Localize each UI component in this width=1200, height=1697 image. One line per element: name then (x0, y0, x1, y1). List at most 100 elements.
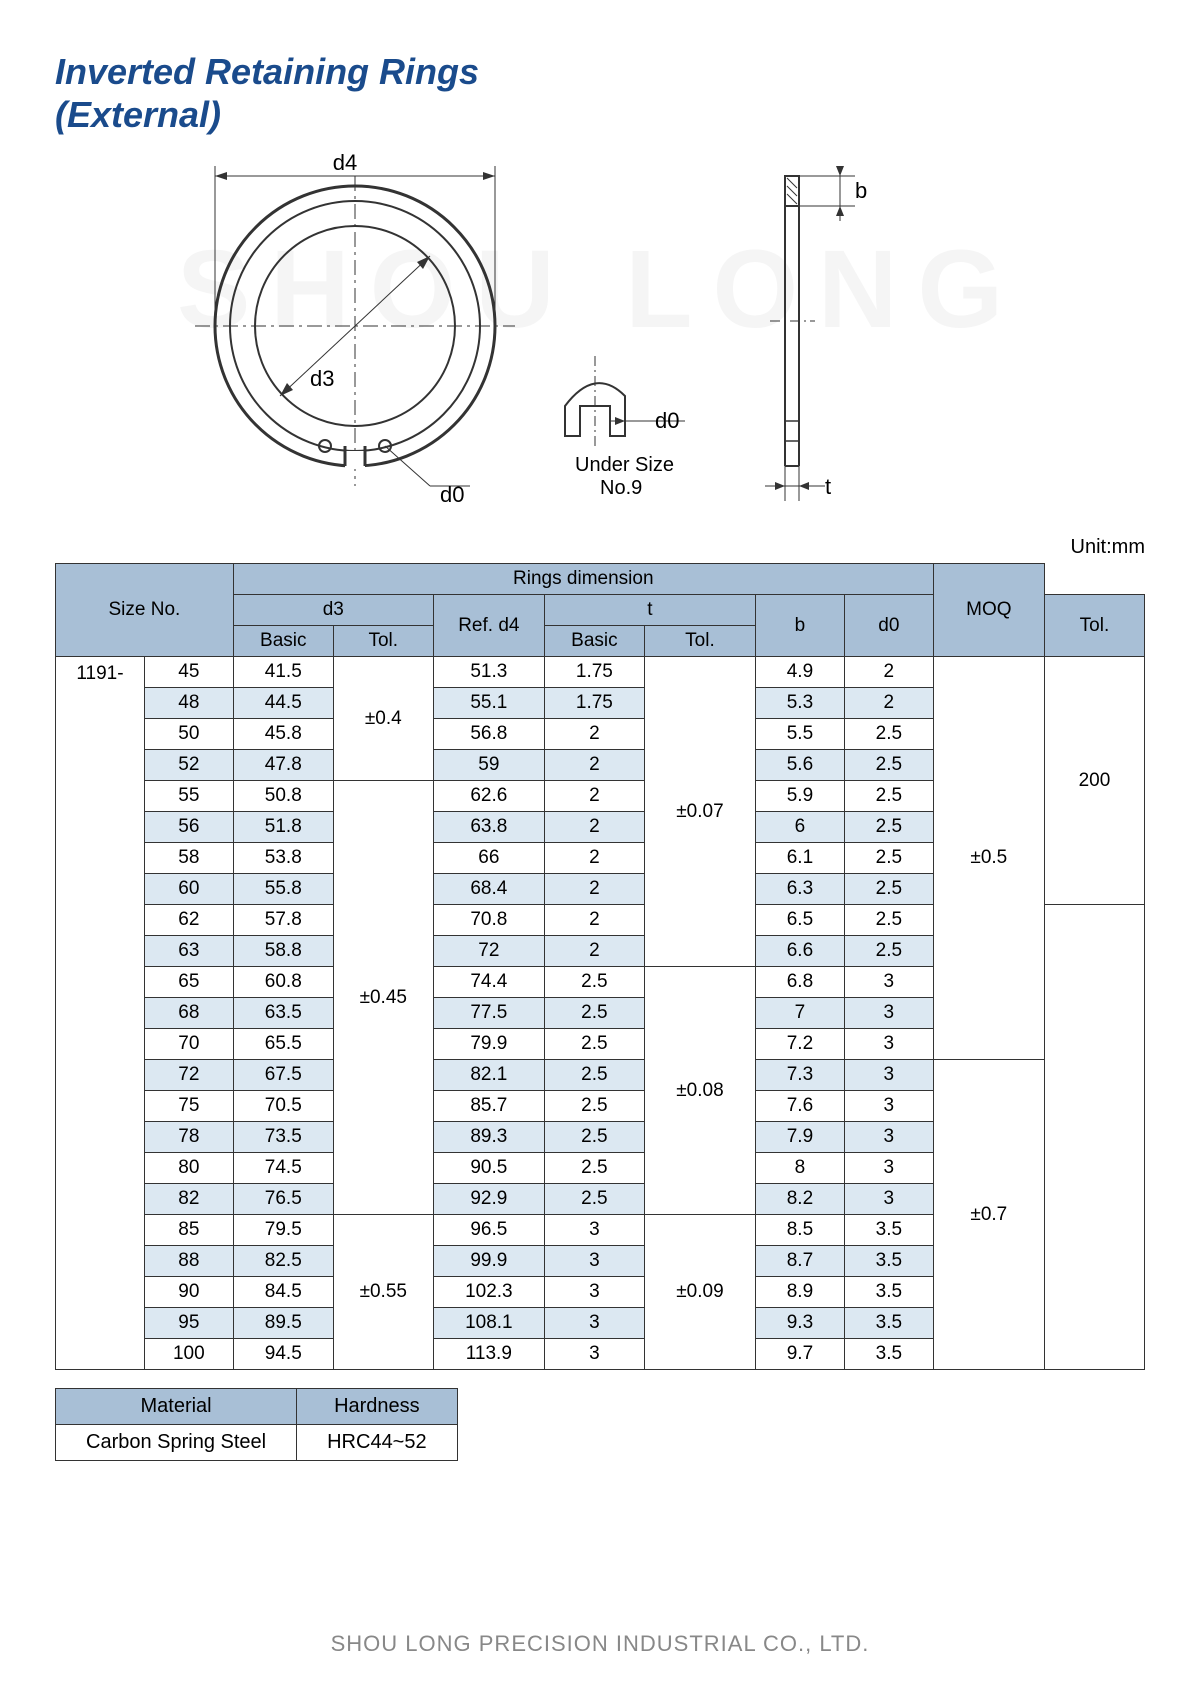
d0-cell: 3 (844, 1122, 933, 1153)
td-material: Carbon Spring Steel (56, 1425, 297, 1461)
t-cell: 2 (544, 750, 644, 781)
d3-cell: 44.5 (233, 688, 333, 719)
d3-tol-cell: ±0.45 (333, 781, 433, 1215)
d0-cell: 3.5 (844, 1277, 933, 1308)
series-cell: 1191- (56, 657, 145, 1370)
d4-cell: 68.4 (433, 874, 544, 905)
d0-cell: 3 (844, 1091, 933, 1122)
d3-cell: 79.5 (233, 1215, 333, 1246)
diagram-area: SHOU LONG d4 (55, 146, 1145, 526)
b-cell: 5.6 (756, 750, 845, 781)
size-cell: 48 (144, 688, 233, 719)
d4-cell: 74.4 (433, 967, 544, 998)
d0-cell: 3.5 (844, 1339, 933, 1370)
t-cell: 2.5 (544, 1122, 644, 1153)
size-cell: 50 (144, 719, 233, 750)
t-cell: 3 (544, 1277, 644, 1308)
size-cell: 70 (144, 1029, 233, 1060)
b-cell: 5.5 (756, 719, 845, 750)
t-cell: 3 (544, 1215, 644, 1246)
b-cell: 7.9 (756, 1122, 845, 1153)
b-cell: 9.3 (756, 1308, 845, 1339)
size-cell: 58 (144, 843, 233, 874)
d0-cell: 3 (844, 998, 933, 1029)
d3-cell: 41.5 (233, 657, 333, 688)
d0-cell: 2 (844, 657, 933, 688)
technical-diagram: d4 d3 (185, 146, 935, 506)
d3-cell: 57.8 (233, 905, 333, 936)
t-cell: 2.5 (544, 1153, 644, 1184)
table-row: 1191-4541.5±0.451.31.75±0.074.92±0.5200 (56, 657, 1145, 688)
size-cell: 72 (144, 1060, 233, 1091)
t-cell: 2.5 (544, 998, 644, 1029)
t-cell: 2.5 (544, 1029, 644, 1060)
th-d0: d0 (844, 595, 933, 657)
under-size-no: No.9 (600, 477, 642, 499)
d4-cell: 51.3 (433, 657, 544, 688)
b-cell: 6.6 (756, 936, 845, 967)
d4-cell: 70.8 (433, 905, 544, 936)
size-cell: 75 (144, 1091, 233, 1122)
unit-label: Unit:mm (55, 536, 1145, 559)
d4-cell: 99.9 (433, 1246, 544, 1277)
t-cell: 2 (544, 781, 644, 812)
t-cell: 2.5 (544, 1184, 644, 1215)
d4-cell: 96.5 (433, 1215, 544, 1246)
d3-cell: 51.8 (233, 812, 333, 843)
b-cell: 6.3 (756, 874, 845, 905)
d0-cell: 3 (844, 967, 933, 998)
size-cell: 68 (144, 998, 233, 1029)
size-cell: 45 (144, 657, 233, 688)
page-title: Inverted Retaining Rings (External) (55, 50, 1145, 136)
size-cell: 56 (144, 812, 233, 843)
d3-cell: 84.5 (233, 1277, 333, 1308)
th-material: Material (56, 1389, 297, 1425)
d3-cell: 94.5 (233, 1339, 333, 1370)
size-cell: 82 (144, 1184, 233, 1215)
d4-cell: 56.8 (433, 719, 544, 750)
d3-cell: 58.8 (233, 936, 333, 967)
d0-cell: 2.5 (844, 750, 933, 781)
size-cell: 85 (144, 1215, 233, 1246)
moq-cell (1044, 905, 1144, 1370)
b-label: b (855, 178, 867, 203)
th-d3-basic: Basic (233, 626, 333, 657)
size-cell: 100 (144, 1339, 233, 1370)
b-cell: 5.9 (756, 781, 845, 812)
d3-cell: 50.8 (233, 781, 333, 812)
under-size-label: Under Size (575, 454, 674, 476)
b-cell: 7 (756, 998, 845, 1029)
d4-cell: 79.9 (433, 1029, 544, 1060)
b-cell: 6.1 (756, 843, 845, 874)
b-cell: 5.3 (756, 688, 845, 719)
d0-cell: 2.5 (844, 936, 933, 967)
b-cell: 7.6 (756, 1091, 845, 1122)
d0-cell: 3.5 (844, 1215, 933, 1246)
th-tol: Tol. (1044, 595, 1144, 657)
size-cell: 78 (144, 1122, 233, 1153)
d3-cell: 89.5 (233, 1308, 333, 1339)
size-cell: 80 (144, 1153, 233, 1184)
d3-cell: 65.5 (233, 1029, 333, 1060)
d4-cell: 108.1 (433, 1308, 544, 1339)
b-cell: 8.9 (756, 1277, 845, 1308)
d0-cell: 3.5 (844, 1308, 933, 1339)
th-moq: MOQ (933, 564, 1044, 657)
d3-cell: 73.5 (233, 1122, 333, 1153)
table-row: 7267.582.12.57.33±0.7 (56, 1060, 1145, 1091)
d4-cell: 102.3 (433, 1277, 544, 1308)
t-cell: 2.5 (544, 1091, 644, 1122)
d4-cell: 90.5 (433, 1153, 544, 1184)
b-cell: 4.9 (756, 657, 845, 688)
size-cell: 60 (144, 874, 233, 905)
d0-cell: 3 (844, 1184, 933, 1215)
page: Inverted Retaining Rings (External) SHOU… (0, 0, 1200, 1697)
size-cell: 95 (144, 1308, 233, 1339)
d3-cell: 82.5 (233, 1246, 333, 1277)
d4-cell: 55.1 (433, 688, 544, 719)
t-cell: 3 (544, 1246, 644, 1277)
b-cell: 8.5 (756, 1215, 845, 1246)
t-cell: 2 (544, 843, 644, 874)
t-cell: 2 (544, 812, 644, 843)
size-cell: 65 (144, 967, 233, 998)
